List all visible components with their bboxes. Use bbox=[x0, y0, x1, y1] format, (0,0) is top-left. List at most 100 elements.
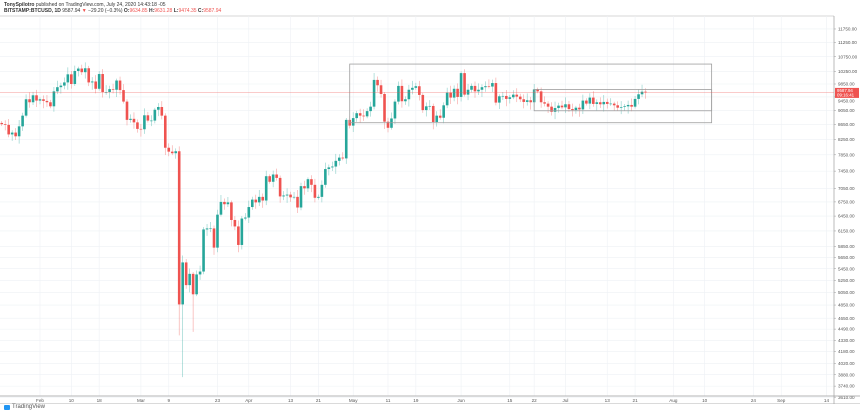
symbol-legend: BITSTAMP:BTCUSD, 1D 9587.94 ▼ −29.20 (−0… bbox=[4, 8, 221, 14]
y-tick-label: 5250.00 bbox=[838, 278, 855, 283]
candle-body bbox=[198, 271, 202, 275]
x-tick-label: 13 bbox=[605, 398, 611, 403]
candle-body bbox=[404, 99, 407, 102]
y-tick-label: 10750.00 bbox=[838, 54, 858, 59]
x-tick-label: 23 bbox=[215, 398, 221, 403]
price-chart[interactable]: 11750.0011250.0010750.0010250.009850.009… bbox=[0, 0, 860, 404]
candle-body bbox=[484, 86, 487, 88]
y-tick-label: 4650.00 bbox=[838, 316, 855, 321]
candle-body bbox=[480, 87, 484, 90]
candle-body bbox=[324, 169, 327, 185]
candle-body bbox=[49, 102, 52, 107]
x-tick-label: Aug bbox=[669, 398, 678, 403]
candle-body bbox=[250, 199, 254, 208]
candle-body bbox=[170, 151, 174, 154]
candle-body bbox=[536, 89, 539, 92]
candle-body bbox=[557, 105, 560, 109]
candle-body bbox=[640, 91, 644, 95]
y-tick-label: 6150.00 bbox=[838, 229, 855, 234]
y-tick-label: 5050.00 bbox=[838, 290, 855, 295]
publisher-line: TonySpilotro published on TradingView.co… bbox=[4, 2, 166, 8]
candle-body bbox=[539, 91, 543, 103]
candle-body bbox=[525, 100, 529, 102]
candle-body bbox=[181, 262, 184, 305]
candle-body bbox=[202, 229, 205, 272]
candle-body bbox=[623, 106, 626, 107]
candle-body bbox=[240, 218, 244, 245]
candle-body bbox=[644, 91, 647, 93]
candle-body bbox=[376, 79, 379, 86]
candle-body bbox=[487, 86, 491, 87]
candle-body bbox=[289, 194, 292, 198]
candle-body bbox=[94, 81, 97, 89]
candle-body bbox=[191, 273, 195, 295]
candle-body bbox=[268, 176, 271, 182]
candle-body bbox=[177, 151, 181, 305]
candle-body bbox=[442, 105, 445, 118]
candle-body bbox=[421, 94, 425, 111]
candle-body bbox=[317, 196, 320, 198]
candle-body bbox=[237, 226, 240, 245]
candle-body bbox=[14, 132, 17, 137]
candle-body bbox=[327, 167, 331, 170]
candle-body bbox=[63, 82, 66, 86]
x-tick-label: 24 bbox=[751, 398, 757, 403]
candle-body bbox=[132, 118, 136, 123]
brand-name: TradingView bbox=[12, 404, 46, 410]
down-arrow-icon: ▼ bbox=[81, 8, 87, 14]
candle-body bbox=[223, 201, 226, 205]
y-tick-label: 3880.00 bbox=[838, 372, 855, 377]
candle-body bbox=[233, 219, 237, 227]
candle-body bbox=[334, 160, 338, 167]
candle-body bbox=[386, 121, 390, 128]
close-label: C: bbox=[197, 8, 204, 14]
x-tick-label: 11 bbox=[386, 398, 391, 403]
candle-body bbox=[358, 113, 362, 116]
symbol-name[interactable]: BITSTAMP:BTCUSD, 1D bbox=[4, 8, 61, 14]
candle-body bbox=[637, 94, 640, 99]
candle-body bbox=[452, 88, 456, 98]
y-tick-label: 6450.00 bbox=[838, 214, 855, 219]
candle-body bbox=[505, 95, 508, 99]
candle-body bbox=[491, 83, 494, 87]
candle-body bbox=[473, 85, 477, 92]
x-tick-label: 10 bbox=[702, 398, 708, 403]
candle-body bbox=[431, 105, 435, 123]
candle-body bbox=[411, 87, 414, 90]
candle-body bbox=[626, 104, 630, 107]
y-tick-label: 11250.00 bbox=[838, 40, 857, 45]
x-tick-label: 21 bbox=[316, 398, 322, 403]
candle-body bbox=[550, 106, 553, 112]
candle-body bbox=[129, 118, 132, 120]
candle-body bbox=[163, 115, 167, 148]
x-tick-label: Jun bbox=[457, 398, 465, 403]
candle-body bbox=[247, 207, 251, 218]
x-tick-label: May bbox=[349, 398, 358, 403]
candle-body bbox=[553, 108, 557, 112]
candle-body bbox=[383, 93, 386, 122]
candle-body bbox=[212, 228, 216, 248]
candle-body bbox=[515, 94, 519, 97]
x-tick-label: Sep bbox=[777, 398, 786, 403]
candle-body bbox=[3, 124, 7, 125]
candle-body bbox=[362, 115, 365, 117]
candle-body bbox=[320, 184, 324, 197]
candle-body bbox=[602, 101, 606, 105]
open-value: 9634.85 bbox=[129, 8, 148, 14]
x-tick-label: 13 bbox=[288, 398, 294, 403]
candle-body bbox=[459, 73, 463, 97]
candle-body bbox=[261, 196, 265, 201]
open-label: O: bbox=[123, 8, 130, 14]
candle-body bbox=[38, 99, 42, 101]
y-tick-label: 5650.00 bbox=[838, 255, 855, 260]
candle-body bbox=[501, 95, 505, 97]
candle-body bbox=[80, 68, 84, 73]
candle-body bbox=[188, 273, 191, 286]
candle-body bbox=[612, 103, 616, 106]
last-price-label: 9587.94 bbox=[837, 88, 853, 93]
candle-body bbox=[7, 124, 10, 135]
low-label: L: bbox=[173, 8, 179, 14]
candle-body bbox=[379, 85, 383, 94]
candle-body bbox=[633, 98, 637, 107]
candle-body bbox=[616, 105, 619, 108]
